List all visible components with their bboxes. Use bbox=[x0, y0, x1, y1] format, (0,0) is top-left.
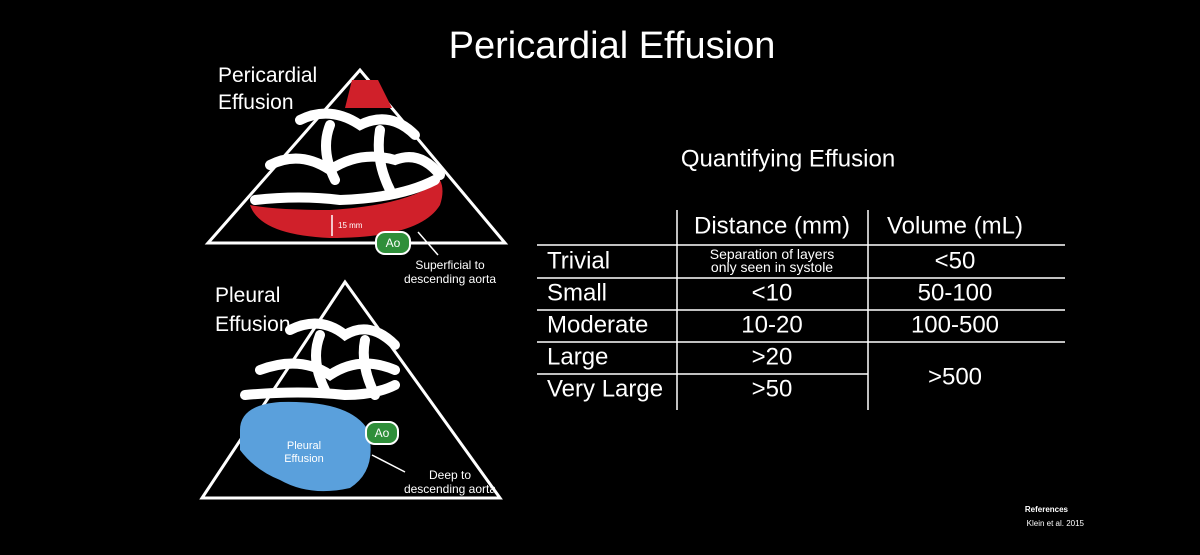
diagram-label: Pericardial Effusion bbox=[218, 64, 317, 114]
label-line: Pericardial bbox=[218, 64, 317, 87]
column-header: Volume (mL) bbox=[887, 212, 1023, 239]
volume-cell: <50 bbox=[935, 247, 976, 274]
effusion-top bbox=[345, 80, 392, 108]
row-label: Moderate bbox=[547, 311, 648, 338]
pleural-diagram: Pleural Effusion Ao Deep to descending aor… bbox=[199, 279, 503, 500]
volume-cell: 50-100 bbox=[918, 279, 993, 306]
cell-line: Separation of layers bbox=[710, 246, 835, 262]
aorta-label: Ao bbox=[375, 426, 390, 440]
aorta bbox=[365, 421, 399, 445]
distance-cell: >20 bbox=[752, 343, 793, 370]
effusion-region bbox=[250, 180, 443, 238]
column-header: Distance (mm) bbox=[694, 212, 850, 239]
row-label: Small bbox=[547, 279, 607, 306]
row-label: Large bbox=[547, 343, 608, 370]
note-line: descending aorta bbox=[404, 482, 496, 496]
note-line: Deep to bbox=[429, 468, 471, 482]
label-line: Pleural bbox=[215, 284, 280, 307]
aorta-label: Ao bbox=[386, 236, 401, 250]
heart-walls bbox=[250, 108, 445, 206]
label-line: Effusion bbox=[215, 313, 291, 336]
aorta bbox=[375, 231, 411, 255]
note: Deep to descending aorta bbox=[404, 468, 496, 496]
cell-line: only seen in systole bbox=[711, 259, 833, 275]
volume-cell: >500 bbox=[928, 363, 982, 390]
diagram-label: Pleural Effusion bbox=[215, 284, 291, 336]
pericardial-diagram: 15 mm Ao Superficial to descending aorta … bbox=[204, 64, 509, 286]
distance-cell: <10 bbox=[752, 279, 793, 306]
references-heading: References bbox=[1025, 505, 1069, 514]
distance-cell: 10-20 bbox=[741, 311, 802, 338]
distance-cell: Separation of layers only seen in systole bbox=[710, 246, 835, 275]
measure-label: 15 mm bbox=[338, 221, 363, 230]
note: Superficial to descending aorta bbox=[404, 258, 496, 286]
distance-cell: >50 bbox=[752, 375, 793, 402]
row-label: Trivial bbox=[547, 247, 610, 274]
label-line: Effusion bbox=[218, 91, 294, 114]
note-line: descending aorta bbox=[404, 272, 496, 286]
pleural-region bbox=[240, 401, 371, 492]
slide-title: Pericardial Effusion bbox=[449, 25, 776, 67]
row-label: Very Large bbox=[547, 375, 663, 402]
pointer bbox=[371, 454, 406, 473]
region-line: Pleural bbox=[287, 440, 321, 452]
volume-cell: 100-500 bbox=[911, 311, 999, 338]
table-title: Quantifying Effusion bbox=[681, 145, 895, 172]
region-line: Effusion bbox=[284, 453, 324, 465]
pointer bbox=[417, 231, 439, 256]
note-line: Superficial to bbox=[415, 258, 485, 272]
quantification-table: Quantifying Effusion Distance (mm) Volum… bbox=[537, 145, 1065, 410]
heart-walls bbox=[240, 318, 400, 401]
references-citation: Klein et al. 2015 bbox=[1027, 519, 1085, 528]
region-label: Pleural Effusion bbox=[284, 440, 324, 465]
